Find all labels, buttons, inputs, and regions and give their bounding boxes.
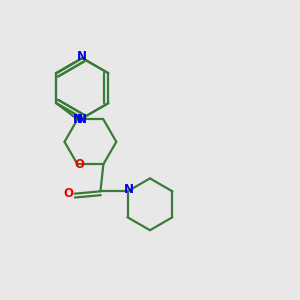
Text: N: N: [77, 113, 87, 126]
Text: N: N: [73, 113, 82, 126]
Text: O: O: [64, 187, 74, 200]
Text: O: O: [74, 158, 84, 171]
Text: N: N: [77, 50, 87, 63]
Text: N: N: [124, 183, 134, 196]
